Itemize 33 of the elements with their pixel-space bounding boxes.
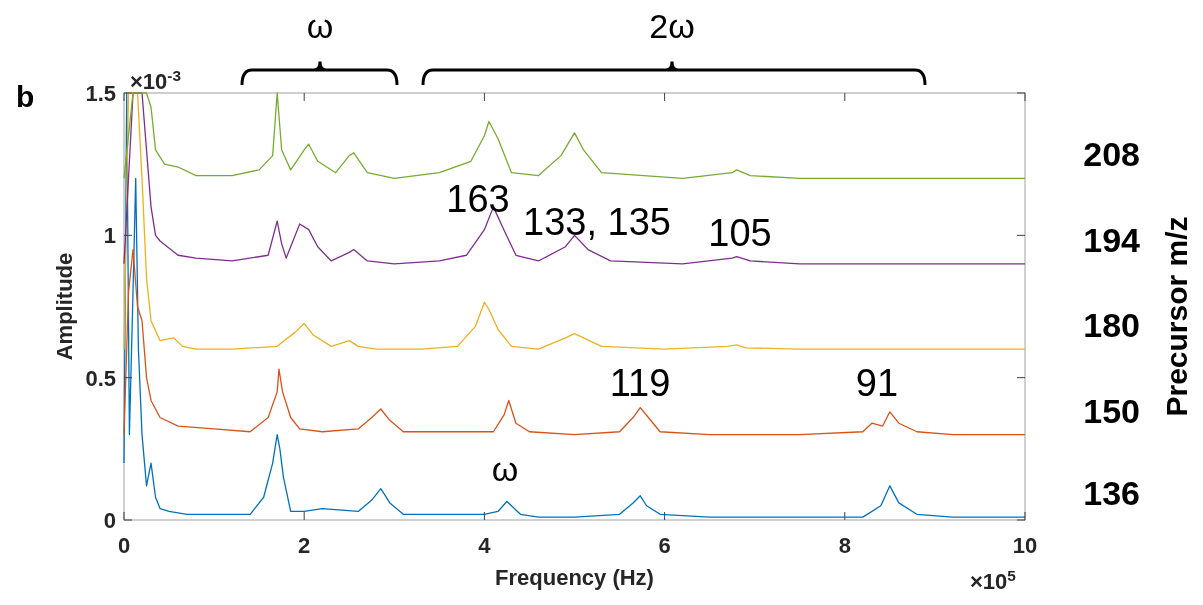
x-tick-label: 8: [838, 533, 851, 558]
line-series: [123, 92, 1026, 518]
y-axis-title: Amplitude: [52, 252, 77, 361]
annotation: ×10$^{-3}$: [130, 66, 182, 94]
x-tick-label: 10: [1012, 533, 1038, 558]
series-label: 180: [1083, 306, 1140, 345]
text: b: [16, 80, 35, 113]
annotation: 163: [446, 178, 510, 220]
y-tick-label: 1: [103, 223, 116, 249]
y-tick-label: 0: [103, 508, 116, 533]
x-tick-label: 2: [298, 533, 311, 558]
y-tick-label: 0.5: [85, 365, 116, 391]
line-series: [123, 92, 1026, 180]
annotation: 105: [708, 212, 772, 254]
text: 2ω: [649, 7, 695, 45]
series-label: 208: [1083, 135, 1140, 174]
y2-axis-title: Precursor m/z: [1160, 216, 1193, 417]
text: ω: [306, 7, 334, 45]
series-label: 150: [1083, 391, 1140, 430]
x-axis-title: Frequency (Hz): [495, 565, 654, 590]
annotation: 119: [609, 362, 671, 404]
line-series: [123, 92, 1026, 350]
x-tick-label: 4: [478, 533, 492, 558]
annotation: 91: [855, 362, 899, 404]
text: ×10$^{5}$: [970, 566, 1017, 594]
series-label: 194: [1083, 220, 1141, 259]
x-tick-label: 6: [658, 533, 671, 558]
series-label: 136: [1083, 474, 1140, 513]
annotation: ω: [491, 450, 519, 488]
line-series: [123, 92, 1026, 265]
annotation: 133, 135: [523, 201, 671, 243]
line-series: [123, 248, 1026, 436]
y-tick-label: 1.5: [85, 81, 116, 106]
